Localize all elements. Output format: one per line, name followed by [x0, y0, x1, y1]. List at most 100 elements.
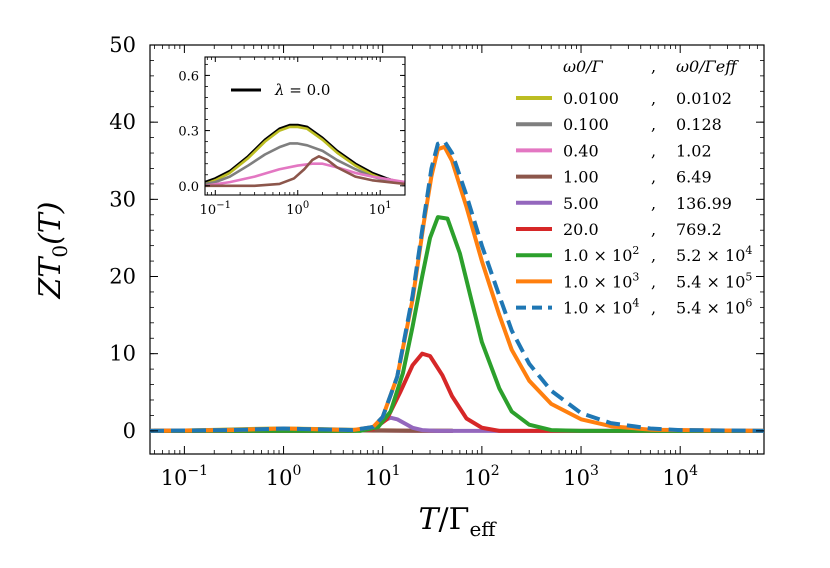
main-series-line-6 — [150, 215, 764, 433]
main-x-tick-label-exponent: 4 — [689, 463, 698, 479]
inset-frame — [204, 56, 406, 196]
legend-label-omega-gamma: 1.00 — [563, 168, 599, 187]
legend-label-omega-gamma: 20.0 — [563, 220, 599, 239]
legend-label-omega-gamma-eff-exponent: 6 — [745, 297, 752, 310]
main-x-tick-label-base: 10 — [365, 466, 392, 490]
legend-separator: , — [651, 115, 656, 134]
legend-label-omega-gamma: 0.100 — [563, 115, 609, 134]
x-axis-title-variable: T — [419, 502, 441, 537]
main-x-tick-label: 103 — [563, 463, 599, 490]
legend-separator: , — [651, 246, 656, 265]
legend-label-omega-gamma-base: 1.0 × 10 — [563, 246, 632, 265]
main-y-tick-label: 30 — [109, 187, 136, 211]
main-series-layer — [150, 139, 764, 433]
y-axis-title-variable: ZT — [33, 256, 68, 300]
legend-label-omega-gamma-eff: 6.49 — [676, 168, 712, 187]
inset-series-line-0 — [205, 123, 405, 186]
inset-x-tick-label: 10−1 — [200, 200, 231, 218]
legend-header-col1: ω0/Γ — [563, 57, 604, 76]
legend-separator: , — [651, 141, 656, 160]
main-x-tick-label: 102 — [464, 463, 500, 490]
legend-label-omega-gamma-eff: 769.2 — [676, 220, 722, 239]
main-y-tick-label: 50 — [109, 33, 136, 57]
inset-x-tick-label-exponent: 1 — [385, 200, 391, 211]
main-x-tick-label-base: 10 — [464, 466, 491, 490]
main-x-tick-label-base: 10 — [662, 466, 689, 490]
inset-x-tick-label: 100 — [286, 200, 309, 218]
legend-label-omega-gamma-eff-base: 5.4 × 10 — [676, 272, 745, 291]
main-y-tick-label: 0 — [123, 419, 136, 443]
inset-x-tick-label: 101 — [369, 200, 392, 218]
x-axis-title-slash: / — [439, 502, 450, 537]
inset-legend-value: = 0.0 — [285, 81, 331, 99]
x-axis-title-gamma: Γ — [449, 502, 470, 537]
inset-legend-label: λ = 0.0 — [274, 81, 330, 99]
legend-separator: , — [651, 220, 656, 239]
main-x-tick-label-base: 10 — [266, 466, 293, 490]
inset-x-tick-label-base: 10 — [200, 203, 217, 218]
legend: ω0/Γ , ω0/Γeff 0.0100, 0.0102 0.100, 0.128 0… — [516, 57, 752, 318]
main-x-tick-label: 10−1 — [161, 463, 208, 490]
legend-label-omega-gamma-base: 1.00 — [563, 168, 599, 187]
main-x-tick-label-exponent: 3 — [590, 463, 599, 479]
legend-label-omega-gamma-exponent: 2 — [632, 244, 639, 257]
legend-label-omega-gamma-eff-base: 769.2 — [676, 220, 722, 239]
legend-header-sep: , — [651, 57, 656, 76]
main-x-tick-label-base: 10 — [563, 466, 590, 490]
inset-x-tick-label-base: 10 — [369, 203, 386, 218]
inset-y-tick-label: 0.3 — [178, 125, 199, 140]
main-series-line-8 — [150, 139, 764, 433]
legend-label-omega-gamma-eff-exponent: 5 — [745, 270, 752, 283]
inset-y-tick-label: 0.0 — [178, 180, 199, 195]
main-x-tick-label-exponent: −1 — [187, 463, 208, 479]
main-ticks — [150, 44, 765, 454]
legend-label-omega-gamma: 1.0 × 104 — [563, 297, 639, 318]
legend-label-omega-gamma-base: 20.0 — [563, 220, 599, 239]
legend-label-omega-gamma-eff-base: 6.49 — [676, 168, 712, 187]
legend-label-omega-gamma-base: 1.0 × 10 — [563, 299, 632, 318]
inset-legend-lambda: λ — [274, 81, 285, 99]
x-axis-title-subscript: eff — [469, 517, 497, 541]
legend-label-omega-gamma-eff: 0.128 — [676, 115, 722, 134]
legend-separator: , — [651, 272, 656, 291]
y-axis-title: ZT0(T) — [33, 201, 72, 299]
legend-label-omega-gamma-eff-base: 136.99 — [676, 194, 732, 213]
legend-label-omega-gamma: 5.00 — [563, 194, 599, 213]
legend-label-omega-gamma-exponent: 3 — [632, 270, 639, 283]
inset-series-line-3 — [205, 162, 405, 188]
legend-label-omega-gamma: 1.0 × 103 — [563, 270, 639, 291]
inset-series-line-1 — [205, 125, 405, 186]
main-x-tick-label: 101 — [365, 463, 401, 490]
legend-label-omega-gamma-base: 5.00 — [563, 194, 599, 213]
legend-separator: , — [651, 168, 656, 187]
main-x-tick-label: 100 — [266, 463, 302, 490]
legend-label-omega-gamma-eff-base: 5.2 × 10 — [676, 246, 745, 265]
main-x-tick-label-exponent: 1 — [392, 463, 401, 479]
inset-x-tick-label-exponent: 0 — [303, 200, 309, 211]
main-x-tick-label-exponent: 0 — [292, 463, 301, 479]
legend-label-omega-gamma-eff-base: 1.02 — [676, 141, 712, 160]
inset-plot: 0.00.30.610−1 100 101 λ = 0.0 — [178, 56, 406, 218]
legend-label-omega-gamma-eff: 0.0102 — [676, 89, 732, 108]
legend-separator: , — [651, 194, 656, 213]
legend-label-omega-gamma-base: 1.0 × 10 — [563, 272, 632, 291]
main-x-tick-label-exponent: 2 — [491, 463, 500, 479]
legend-label-omega-gamma: 1.0 × 102 — [563, 244, 639, 265]
inset-y-tick-label: 0.6 — [178, 69, 199, 84]
legend-header-col2: ω0/Γeff — [676, 57, 739, 76]
legend-label-omega-gamma: 0.0100 — [563, 89, 619, 108]
x-axis-title: T/Γeff — [419, 502, 498, 541]
legend-label-omega-gamma-eff: 5.4 × 105 — [676, 270, 752, 291]
legend-label-omega-gamma-base: 0.100 — [563, 115, 609, 134]
main-plot-frame — [149, 44, 765, 455]
legend-label-omega-gamma: 0.40 — [563, 141, 599, 160]
inset-tick-labels: 0.00.30.610−1 100 101 — [178, 69, 391, 218]
main-y-tick-label: 20 — [109, 265, 136, 289]
legend-label-omega-gamma-eff: 5.2 × 104 — [676, 244, 752, 265]
legend-label-omega-gamma-eff-base: 0.0102 — [676, 89, 732, 108]
main-y-tick-label: 10 — [109, 342, 136, 366]
y-axis-title-tail: (T) — [33, 201, 68, 244]
